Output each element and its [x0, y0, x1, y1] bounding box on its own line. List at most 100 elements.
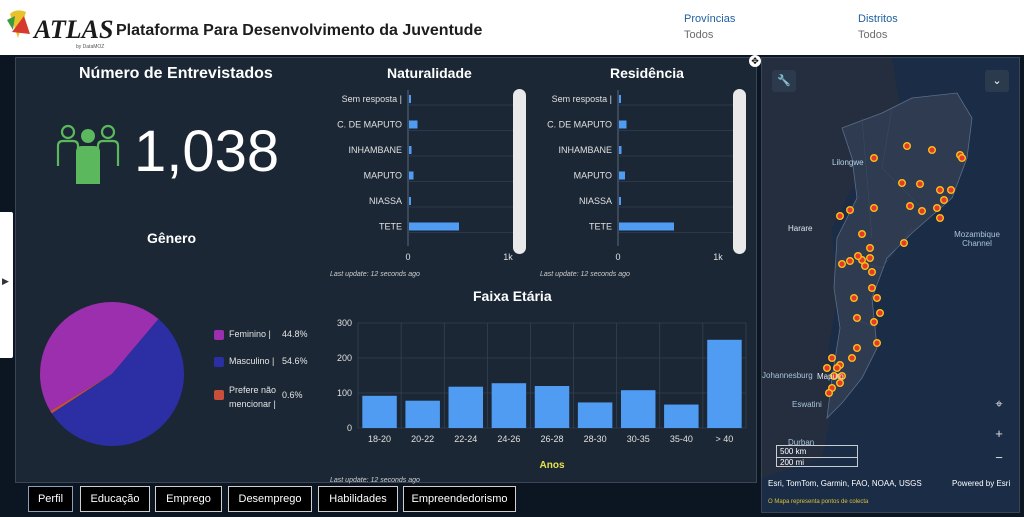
bar[interactable] [619, 171, 625, 180]
chevron-double-down-icon[interactable]: ⌄ [985, 70, 1009, 92]
map-point[interactable] [872, 339, 881, 348]
bar[interactable] [448, 386, 484, 428]
bar[interactable] [362, 395, 397, 428]
zoom-in-button[interactable]: + [995, 426, 1003, 441]
bar[interactable] [707, 339, 742, 428]
map-point[interactable] [869, 153, 878, 162]
pie-slice-0[interactable] [39, 301, 159, 412]
map-point[interactable] [897, 178, 906, 187]
pie-slice-2[interactable] [50, 374, 112, 414]
map-point[interactable] [917, 206, 926, 215]
faixa-title: Faixa Etária [473, 288, 552, 304]
map-point[interactable] [835, 379, 844, 388]
pie-slice-1[interactable] [51, 319, 184, 446]
side-panel-toggle[interactable]: ▶ [0, 212, 13, 358]
bar[interactable] [619, 120, 627, 129]
map-point[interactable] [857, 229, 866, 238]
tab-emprego[interactable]: Emprego [155, 486, 222, 512]
bar[interactable] [619, 222, 674, 231]
zoom-out-button[interactable]: − [995, 450, 1003, 465]
y-tick-label: 0 [347, 423, 352, 433]
filter-provincias-value[interactable]: Todos [684, 29, 714, 41]
map-point[interactable] [932, 203, 941, 212]
map-point[interactable] [852, 344, 861, 353]
map-point[interactable] [915, 179, 924, 188]
tab-habilidades[interactable]: Habilidades [318, 486, 398, 512]
map-point[interactable] [867, 267, 876, 276]
map-point[interactable] [935, 185, 944, 194]
bar[interactable] [405, 400, 440, 428]
atlas-logo[interactable]: ATLAS by DataMOZ [4, 4, 114, 50]
filter-distritos-value[interactable]: Todos [858, 29, 888, 41]
naturalidade-last-update: Last update: 12 seconds ago [330, 271, 420, 278]
map-point[interactable] [867, 283, 876, 292]
tab-empreendedorismo[interactable]: Empreendedorismo [403, 486, 516, 512]
logo-subtitle: by DataMOZ [76, 44, 104, 50]
move-icon[interactable]: ✥ [749, 55, 761, 67]
bar[interactable] [491, 383, 527, 428]
map-point[interactable] [957, 153, 966, 162]
tick-label: 1k [503, 252, 513, 262]
bar[interactable] [577, 402, 613, 428]
map-point[interactable] [825, 389, 834, 398]
bar[interactable] [534, 386, 570, 428]
bar[interactable] [409, 146, 412, 154]
bar[interactable] [409, 95, 411, 103]
map-point[interactable] [845, 205, 854, 214]
tab-perfil[interactable]: Perfil [28, 486, 73, 512]
map-point[interactable] [935, 213, 944, 222]
mozambique-map[interactable] [762, 58, 1020, 513]
map-point[interactable] [875, 308, 884, 317]
map-point[interactable] [865, 243, 874, 252]
naturalidade-scrollbar[interactable] [513, 89, 526, 254]
bar[interactable] [409, 197, 411, 205]
map-point[interactable] [845, 256, 854, 265]
filter-provincias[interactable]: Províncias Todos [684, 13, 735, 41]
map-panel[interactable]: Lilongwe Harare Mozambique Channel Maput… [761, 57, 1020, 513]
filter-distritos[interactable]: Distritos Todos [858, 13, 898, 41]
map-point[interactable] [927, 145, 936, 154]
map-point[interactable] [860, 261, 869, 270]
tab-desemprego[interactable]: Desemprego [228, 486, 312, 512]
tab-educacao[interactable]: Educação [80, 486, 150, 512]
residencia-scrollbar[interactable] [733, 89, 746, 254]
wrench-icon[interactable]: 🔧 [772, 70, 796, 92]
genero-title: Gênero [147, 230, 197, 246]
map-point[interactable] [827, 354, 836, 363]
map-label-durban: Durban [788, 438, 815, 447]
map-point[interactable] [939, 195, 948, 204]
map-point[interactable] [852, 314, 861, 323]
bar[interactable] [409, 171, 414, 180]
map-point[interactable] [823, 364, 832, 373]
bar[interactable] [664, 404, 699, 428]
map-point[interactable] [832, 364, 841, 373]
map-point[interactable] [847, 354, 856, 363]
bar[interactable] [409, 222, 459, 231]
map-point[interactable] [829, 372, 838, 381]
bar[interactable] [620, 390, 656, 428]
map-point[interactable] [902, 141, 911, 150]
map-point[interactable] [905, 201, 914, 210]
map-point[interactable] [946, 185, 955, 194]
x-tick-label: 18-20 [368, 434, 391, 444]
map-point[interactable] [869, 318, 878, 327]
locate-icon[interactable]: ⌖ [995, 396, 1003, 411]
bar[interactable] [619, 95, 621, 103]
legend-value: 0.6% [282, 390, 303, 400]
bar[interactable] [619, 197, 621, 205]
powered-by-esri[interactable]: Powered by Esri [952, 479, 1011, 488]
map-point[interactable] [849, 293, 858, 302]
map-point[interactable] [835, 211, 844, 220]
category-label: MAPUTO [364, 171, 402, 181]
map-point[interactable] [899, 238, 908, 247]
respondent-count: 1,038 [134, 119, 280, 184]
map-point[interactable] [837, 372, 846, 381]
bar[interactable] [619, 146, 622, 154]
faixa-bar-chart: 0 100 200 300 18-20 20-22 22-24 24-26 26-28 28-30… [337, 318, 747, 471]
map-point[interactable] [872, 293, 881, 302]
map-point[interactable] [837, 259, 846, 268]
map-point[interactable] [853, 251, 862, 260]
map-point[interactable] [869, 203, 878, 212]
map-point[interactable] [865, 253, 874, 262]
bar[interactable] [409, 120, 418, 129]
